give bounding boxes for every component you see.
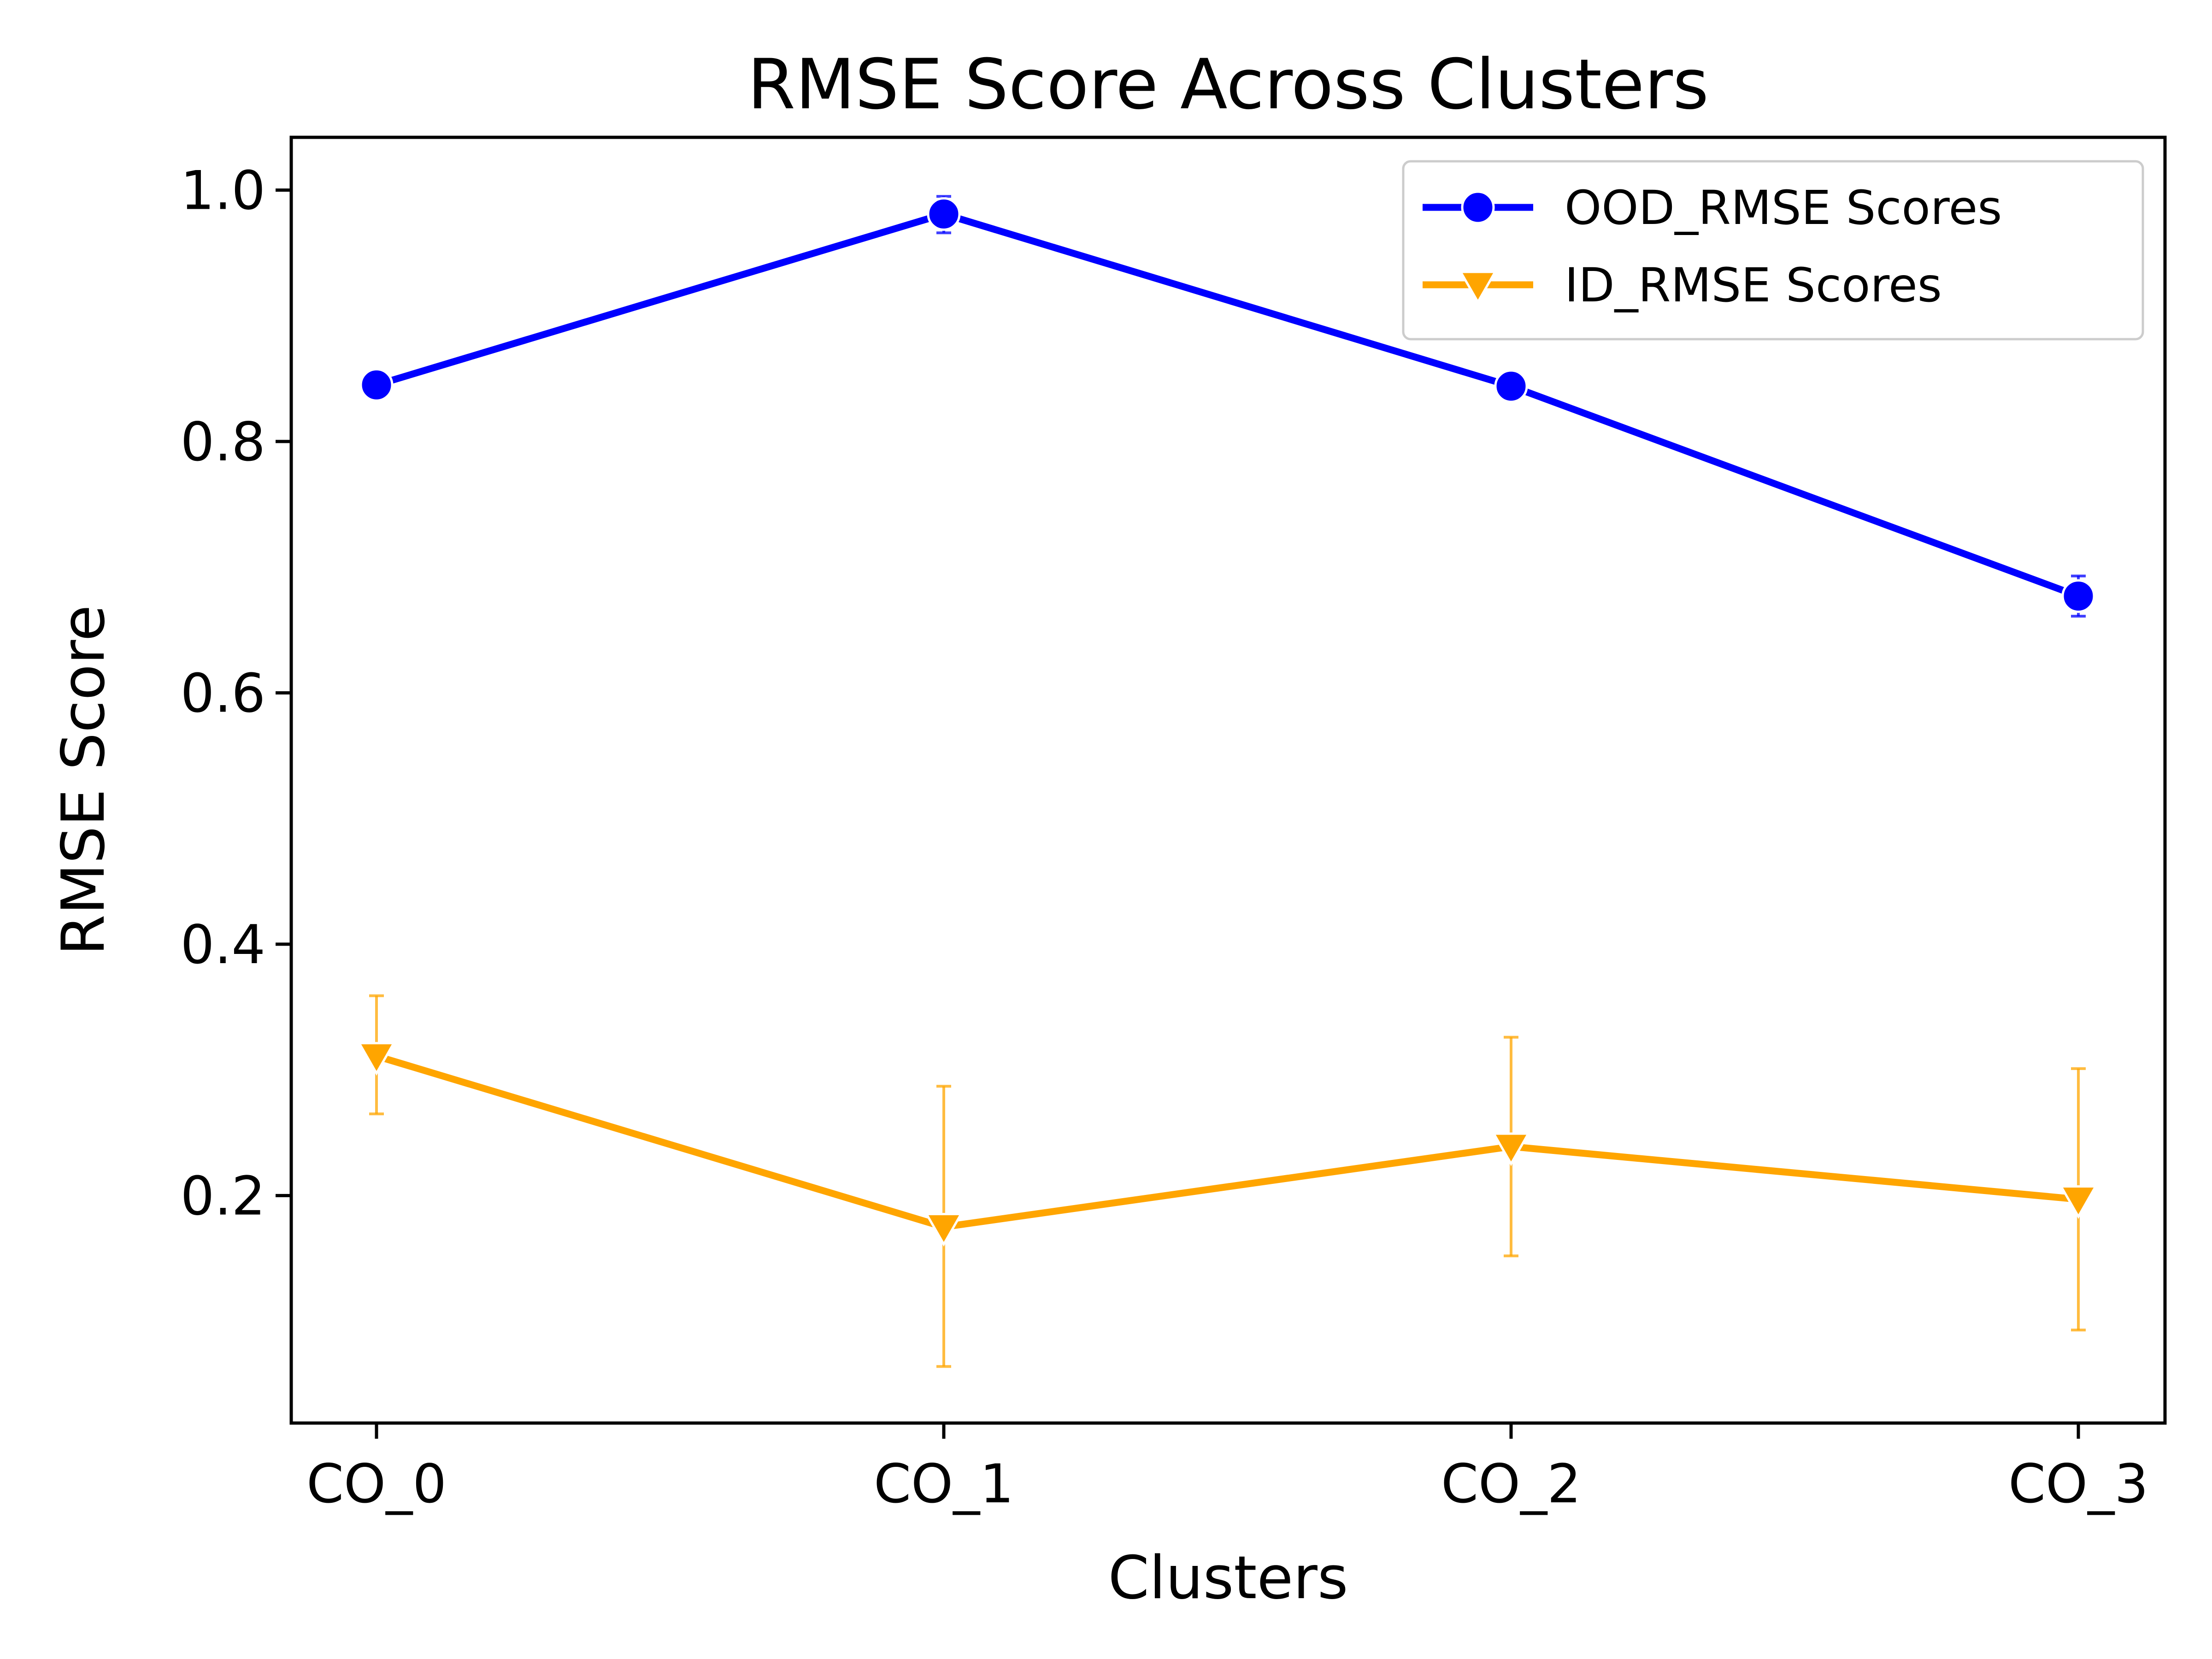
series-layer [357,195,2098,1368]
x-tick-label: CO_1 [874,1453,1014,1515]
data-point [359,368,394,402]
data-point [1494,369,1528,403]
x-tick-label: CO_0 [306,1453,447,1515]
x-axis: CO_0 CO_1 CO_2 CO_3 [306,1423,2148,1515]
legend-marker [1461,190,1495,224]
data-point [924,1212,963,1247]
y-tick-label: 0.2 [181,1165,265,1227]
y-tick-label: 0.6 [181,662,265,724]
x-tick-label: CO_2 [1441,1453,1581,1515]
y-tick-label: 1.0 [181,160,265,222]
legend-box [1402,160,2144,341]
legend-item-0: OOD_RMSE Scores [1423,181,2002,235]
y-tick-label: 0.4 [181,914,265,976]
legend-marker [1459,271,1497,305]
series-line [373,1053,2082,1231]
legend-label: OOD_RMSE Scores [1565,181,2002,235]
series-0 [359,195,2095,618]
y-axis-label: RMSE Score [49,605,118,956]
legend-item-1: ID_RMSE Scores [1423,258,1942,313]
data-point [1492,1132,1530,1166]
x-tick-label: CO_3 [2008,1453,2148,1515]
data-point [927,197,961,231]
y-tick-label: 0.8 [181,411,265,473]
data-point [357,1042,396,1076]
series-line [373,210,2082,600]
series-1 [357,994,2098,1368]
legend: OOD_RMSE Scores ID_RMSE Scores [1402,160,2144,341]
y-axis: 0.2 0.4 0.6 0.8 1.0 [181,160,291,1227]
x-axis-label: Clusters [1108,1544,1348,1612]
plot-frame [289,135,2167,1425]
data-point [2059,1185,2098,1219]
legend-label: ID_RMSE Scores [1565,258,1942,313]
data-point [2061,579,2095,613]
chart-title: RMSE Score Across Clusters [747,45,1709,125]
